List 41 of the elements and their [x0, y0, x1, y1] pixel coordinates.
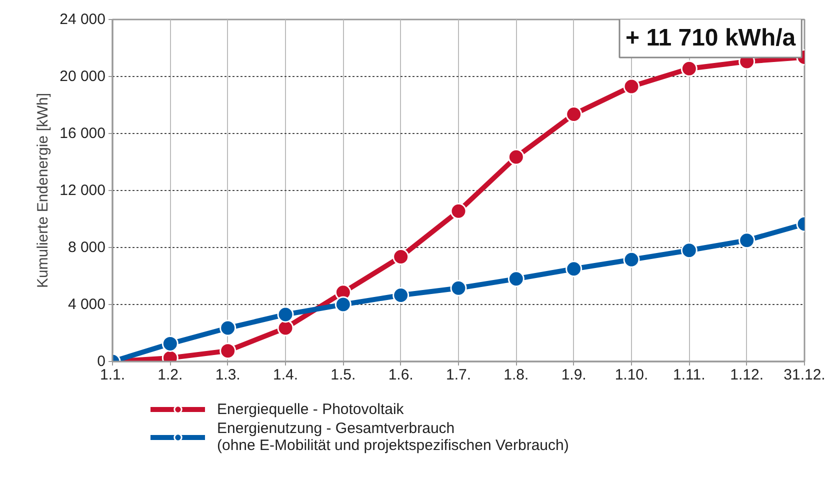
x-tick-label: 1.12. [730, 366, 764, 384]
x-tick-label: 1.6. [388, 366, 414, 384]
y-tick-label: 20 000 [60, 68, 106, 85]
x-tick-label: 1.2. [158, 366, 183, 384]
y-tick-label: 16 000 [60, 125, 106, 142]
x-tick-label: 31.12. [784, 366, 826, 384]
legend-label: Energiequelle - Photovoltaik [217, 400, 404, 418]
x-tick-label: 1.4. [272, 366, 298, 384]
point [450, 202, 467, 220]
x-tick-label: 1.9. [561, 366, 586, 384]
point [623, 251, 640, 268]
point [680, 242, 698, 259]
x-tick-label: 1.10. [614, 366, 648, 384]
x-tick-label: 1.7. [446, 366, 472, 384]
y-tick-label: 8 000 [68, 239, 106, 256]
x-tick-label: 1.11. [673, 366, 706, 384]
point [450, 280, 467, 296]
x-tick-label: 1.8. [504, 366, 529, 384]
point [220, 320, 236, 336]
x-tick-label: 1.3. [215, 366, 240, 384]
point [680, 60, 698, 77]
legend-label: Energienutzung - Gesamtverbrauch (ohne E-Mobilität und projektspezifischen Verbrauch) [217, 420, 569, 454]
y-tick-label: 12 000 [60, 182, 106, 199]
point [623, 78, 640, 95]
point [392, 248, 410, 265]
point [277, 306, 294, 323]
point [162, 335, 178, 352]
y-tick-label: 24 000 [60, 11, 106, 28]
y-tick-label: 4 000 [68, 296, 106, 313]
y-axis-title: Kumulierte Endenergie [kWh] [34, 92, 52, 288]
x-tick-label: 1.5. [330, 366, 356, 384]
point [277, 320, 294, 336]
point [566, 106, 582, 122]
annotation: + 11 710 kWh/a [626, 24, 796, 52]
point [738, 232, 756, 249]
point [508, 148, 524, 166]
point [392, 287, 410, 304]
point [566, 260, 582, 278]
point [334, 296, 352, 313]
point [508, 270, 524, 288]
point [220, 342, 236, 360]
